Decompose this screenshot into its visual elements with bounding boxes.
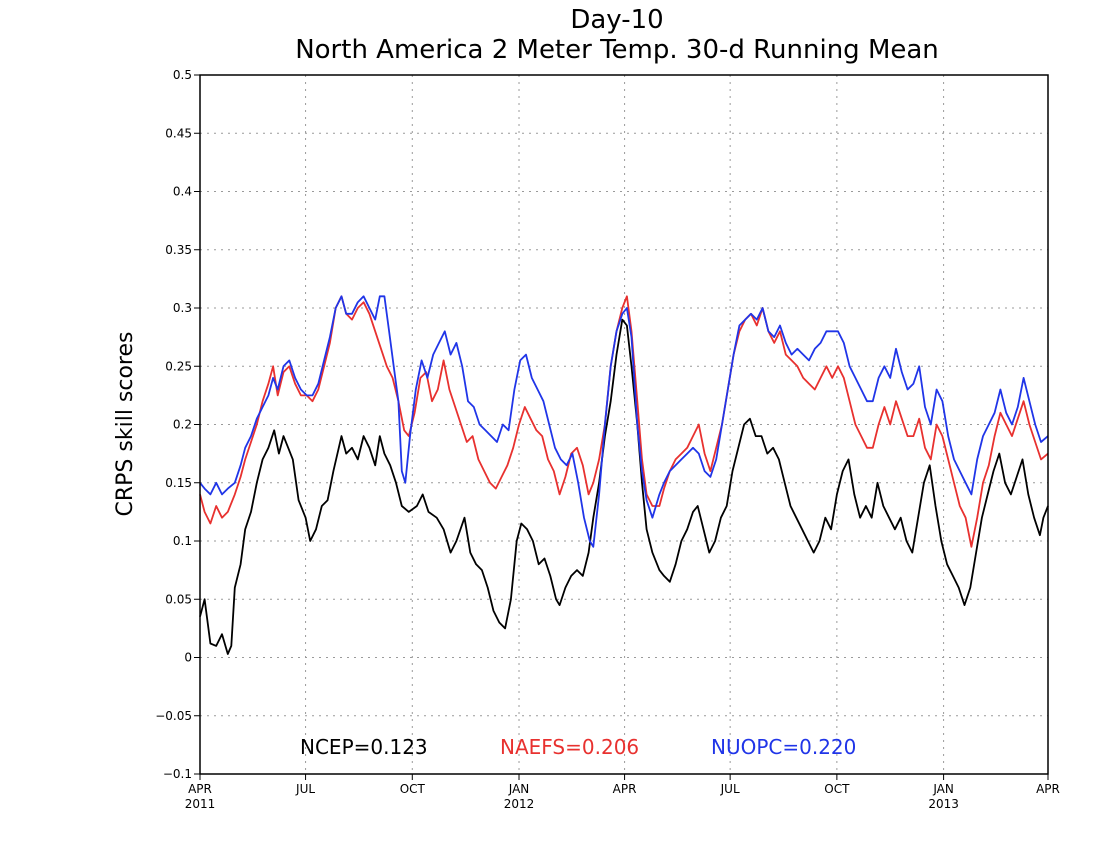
y-tick-label: 0.45 [165, 126, 192, 140]
x-tick-label: OCT [824, 782, 850, 796]
y-axis-label: CRPS skill scores [113, 332, 138, 517]
x-tick-year: 2013 [928, 797, 959, 811]
x-tick-label: JUL [295, 782, 315, 796]
chart-title: Day-10 [570, 5, 663, 35]
chart-subtitle: North America 2 Meter Temp. 30-d Running… [295, 35, 939, 65]
x-tick-label: APR [1036, 782, 1060, 796]
x-tick-label: JUL [720, 782, 740, 796]
y-tick-label: 0 [184, 651, 192, 665]
x-tick-year: 2011 [185, 797, 216, 811]
y-tick-label: 0.2 [173, 418, 192, 432]
series-line-ncep [199, 318, 1049, 655]
y-tick-label: −0.05 [155, 709, 192, 723]
series-line-naefs [199, 295, 1049, 548]
x-tick-label: APR [188, 782, 212, 796]
series-lines [199, 295, 1049, 655]
x-tick-label: JAN [508, 782, 530, 796]
y-tick-label: 0.05 [165, 592, 192, 606]
x-tick-label: APR [613, 782, 637, 796]
y-tick-label: 0.1 [173, 534, 192, 548]
y-tick-label: 0.25 [165, 359, 192, 373]
legend-ncep: NCEP=0.123 [300, 735, 428, 759]
y-tick-label: 0.3 [173, 301, 192, 315]
legend-naefs: NAEFS=0.206 [500, 735, 639, 759]
y-tick-label: 0.15 [165, 476, 192, 490]
x-tick-label: JAN [932, 782, 954, 796]
grid-lines [200, 75, 1048, 774]
y-tick-label: 0.4 [173, 185, 192, 199]
x-tick-year: 2012 [504, 797, 535, 811]
y-tick-label: −0.1 [163, 767, 192, 781]
y-tick-label: 0.5 [173, 68, 192, 82]
series-line-nuopc [199, 295, 1049, 548]
legend: NCEP=0.123 NAEFS=0.206 NUOPC=0.220 [300, 735, 856, 759]
y-axis: −0.1 −0.05 0 0.05 0.1 0.15 0.2 0.25 0.3 0.35 0.4 0.… [155, 68, 200, 781]
x-tick-label: OCT [400, 782, 426, 796]
legend-nuopc: NUOPC=0.220 [711, 735, 856, 759]
y-tick-label: 0.35 [165, 243, 192, 257]
